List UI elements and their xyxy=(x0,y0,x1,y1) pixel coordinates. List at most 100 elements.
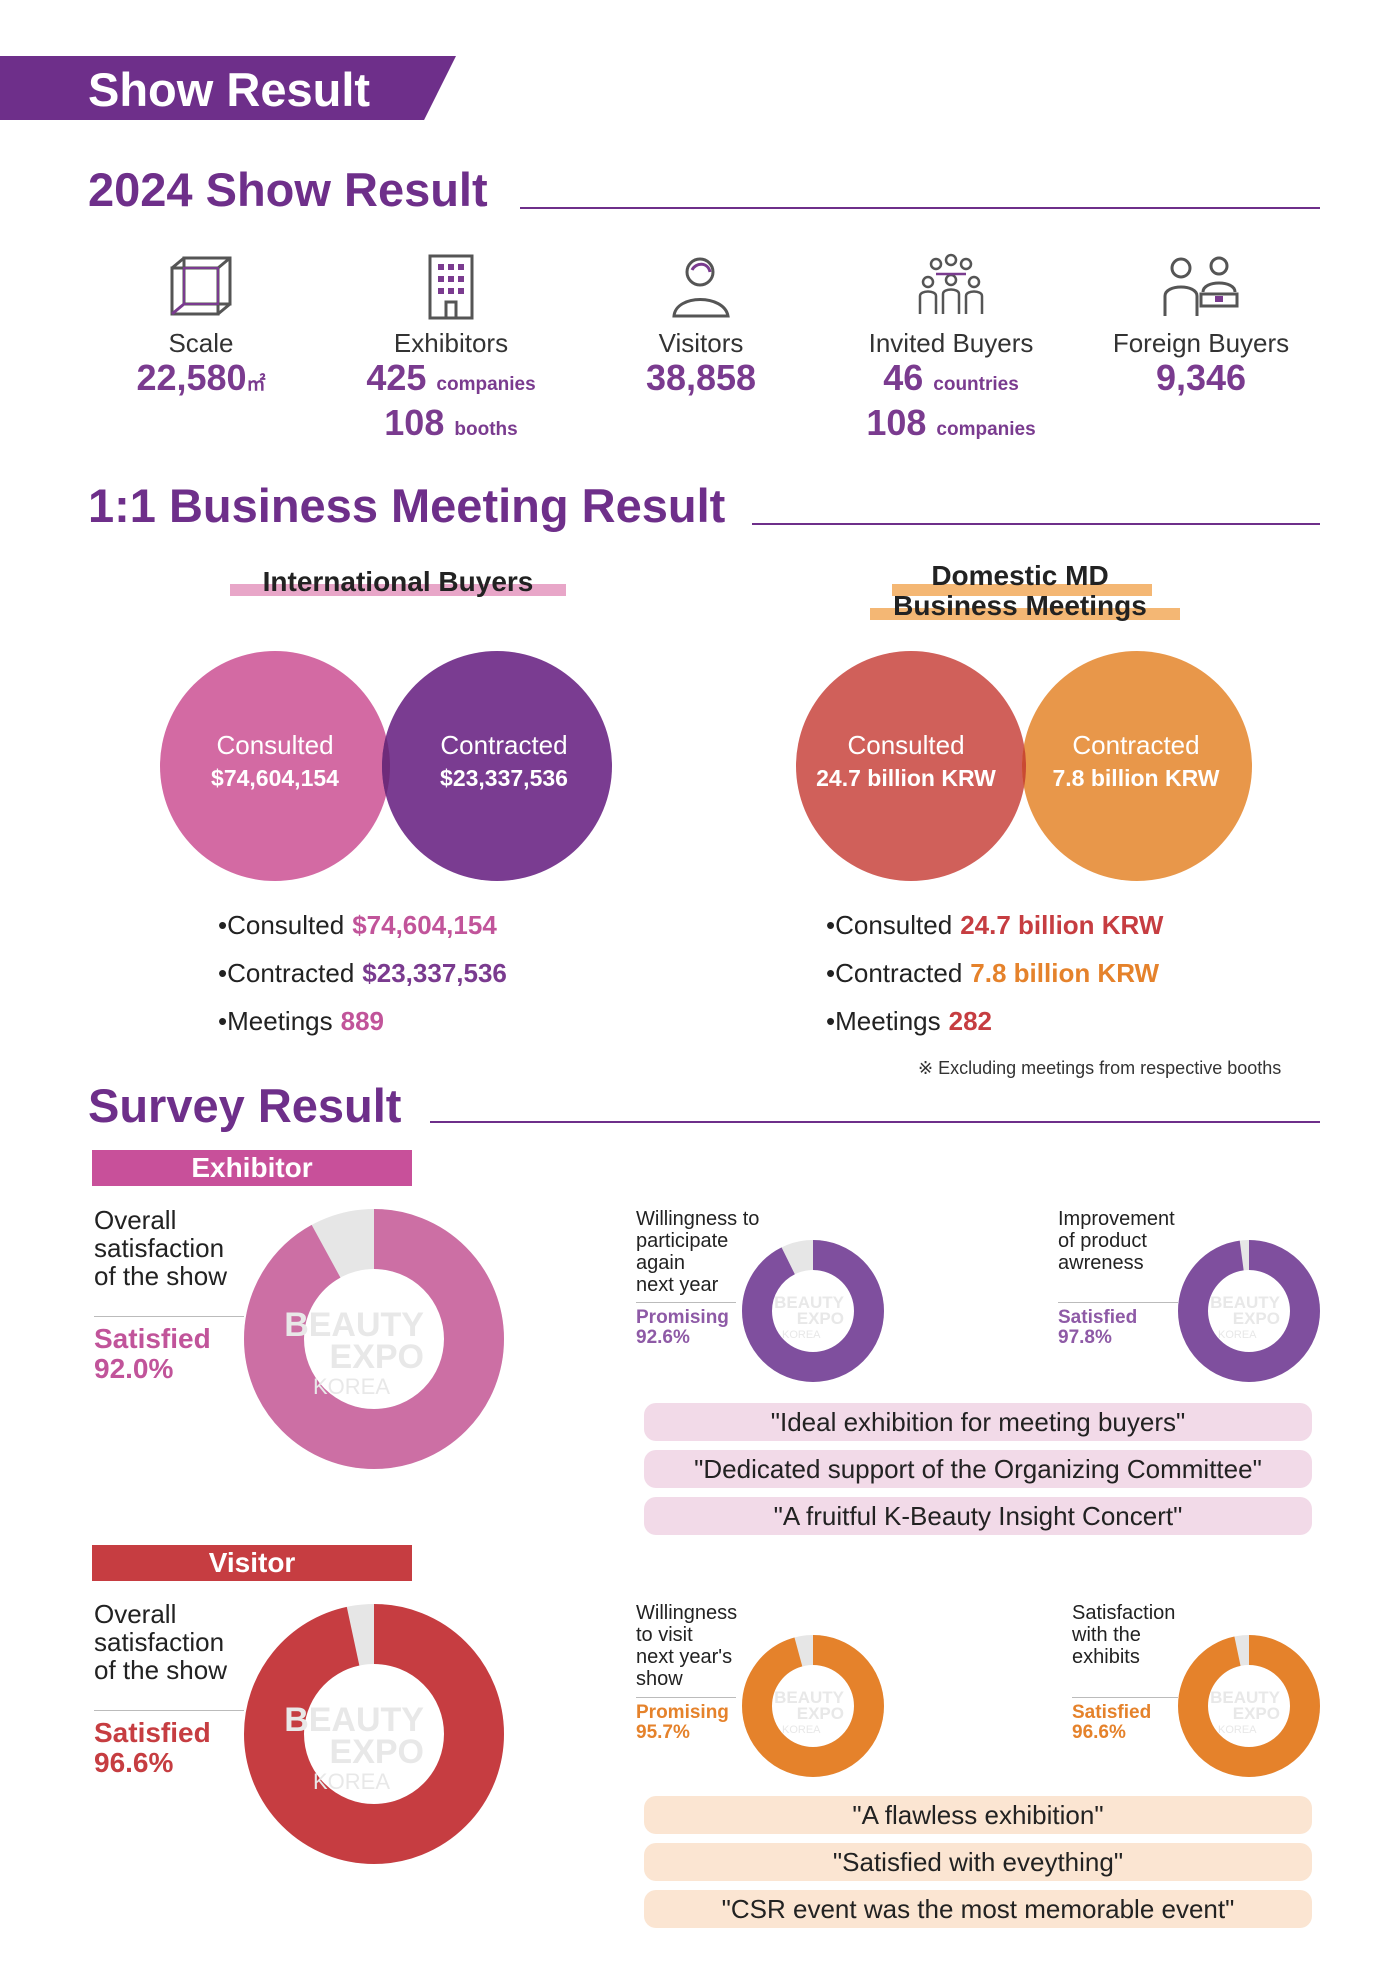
divider xyxy=(94,1316,244,1317)
section-divider xyxy=(520,207,1320,209)
exhibitor-main-donut: BEAUTY EXPO KOREA xyxy=(244,1209,504,1469)
section-title-meeting: 1:1 Business Meeting Result xyxy=(88,479,726,532)
visitor-icon xyxy=(672,257,730,318)
watermark-logo: EXPO xyxy=(797,1704,844,1723)
watermark-logo: KOREA xyxy=(782,1329,821,1341)
watermark-logo: EXPO xyxy=(330,1338,424,1376)
venn-contracted-circle xyxy=(1022,651,1252,881)
exhibitor-quote-2: "Dedicated support of the Organizing Com… xyxy=(644,1450,1312,1488)
exhibitor-tag: Exhibitor xyxy=(92,1150,412,1186)
visitor-q2-donut: BEAUTY EXPO KOREA xyxy=(742,1635,884,1777)
visitor-quote-1: "A flawless exhibition" xyxy=(644,1796,1312,1834)
stat-label: Visitors xyxy=(658,328,744,358)
cube-icon xyxy=(170,256,232,316)
watermark-logo: BEAUTY xyxy=(774,1688,845,1707)
stat-foreign-buyers: Foreign Buyers 9,346 xyxy=(1076,252,1326,397)
stat-invited-buyers: Invited Buyers 46 countries 108 companie… xyxy=(826,252,1076,449)
watermark-logo: KOREA xyxy=(1218,1724,1257,1736)
visitor-q3: Satisfaction with the exhibits xyxy=(1072,1602,1176,1668)
visitor-tag: Visitor xyxy=(92,1545,412,1581)
stat-label: Invited Buyers xyxy=(868,328,1034,358)
exhibitor-q3-result: Satisfied 97.8% xyxy=(1058,1307,1138,1348)
exhibitor-quote-1: "Ideal exhibition for meeting buyers" xyxy=(644,1403,1312,1441)
watermark-logo: KOREA xyxy=(1218,1329,1257,1341)
domestic-venn-diagram xyxy=(796,651,1252,881)
watermark-logo: EXPO xyxy=(330,1733,424,1771)
divider xyxy=(94,1710,244,1711)
stat-value: 46 countries xyxy=(883,357,1019,398)
title-highlight xyxy=(870,608,1180,620)
exhibitor-main-result: Satisfied 92.0% xyxy=(94,1323,211,1384)
visitor-quote-2: "Satisfied with eveything" xyxy=(644,1843,1312,1881)
venn-consulted-circle xyxy=(796,651,1026,881)
exhibitor-q3: Improvement of product awreness xyxy=(1058,1208,1175,1274)
stat-value: 9,346 xyxy=(1155,357,1247,398)
visitor-q2: Willingness to visit next year's show xyxy=(636,1602,738,1690)
buyer-desk-icon xyxy=(1163,256,1239,316)
domestic-title-2: Business Meetings xyxy=(893,590,1147,621)
watermark-logo: EXPO xyxy=(797,1309,844,1328)
stat-value: 22,580㎡ xyxy=(136,357,266,398)
section-divider xyxy=(752,523,1320,525)
stat-value: 38,858 xyxy=(645,357,757,398)
stat-exhibitors: Exhibitors 425 companies 108 booths xyxy=(326,252,576,449)
watermark-logo: BEAUTY xyxy=(1210,1293,1281,1312)
exhibitor-quote-3: "A fruitful K-Beauty Insight Concert" xyxy=(644,1497,1312,1535)
watermark-logo: BEAUTY xyxy=(774,1293,845,1312)
venn-consulted-circle xyxy=(160,651,390,881)
building-icon xyxy=(428,254,474,320)
stat-label: Exhibitors xyxy=(393,328,509,358)
visitor-main-donut: BEAUTY EXPO KOREA xyxy=(244,1604,504,1864)
visitor-q2-result: Promising 95.7% xyxy=(636,1702,729,1743)
venn-consulted-text: Consulted $74,604,154 xyxy=(211,730,339,791)
divider xyxy=(1072,1697,1178,1698)
intl-venn-diagram xyxy=(160,651,612,881)
show-result-banner: Show Result xyxy=(0,56,456,120)
venn-contracted-text: Contracted $23,337,536 xyxy=(440,730,568,791)
visitor-q3-result: Satisfied 96.6% xyxy=(1072,1702,1152,1743)
stat-label: Scale xyxy=(168,328,234,358)
section-title-survey: Survey Result xyxy=(88,1079,402,1132)
exhibitor-q2-donut: BEAUTY EXPO KOREA xyxy=(742,1240,884,1382)
intl-buyers-title: International Buyers xyxy=(262,566,534,597)
stat-value-2: 108 companies xyxy=(866,402,1036,443)
divider xyxy=(636,1697,736,1698)
section-title-show: 2024 Show Result xyxy=(88,163,488,216)
exhibitor-q2: Willingness to participate again next year xyxy=(636,1208,760,1296)
domestic-bullet-consulted: •Consulted 24.7 billion KRW xyxy=(826,910,1164,940)
exhibitor-q3-donut: BEAUTY EXPO KOREA xyxy=(1178,1240,1320,1382)
watermark-logo: BEAUTY xyxy=(284,1701,424,1739)
stat-value: 425 companies xyxy=(366,357,536,398)
domestic-title-1: Domestic MD xyxy=(931,560,1109,591)
intl-bullet-consulted: •Consulted $74,604,154 xyxy=(218,910,497,940)
title-highlight xyxy=(892,584,1152,596)
banner-title: Show Result xyxy=(88,63,371,116)
divider xyxy=(1058,1302,1178,1303)
watermark-logo: KOREA xyxy=(313,1769,390,1794)
exhibitor-q2-result: Promising 92.6% xyxy=(636,1307,729,1348)
venn-consulted-text: Consulted 24.7 billion KRW xyxy=(816,730,996,791)
visitor-main-result: Satisfied 96.6% xyxy=(94,1717,211,1778)
watermark-logo: KOREA xyxy=(313,1374,390,1399)
watermark-logo: EXPO xyxy=(1233,1704,1280,1723)
visitor-quote-3: "CSR event was the most memorable event" xyxy=(644,1890,1312,1928)
visitor-main-question: Overall satisfaction of the show xyxy=(94,1599,227,1685)
footnote: ※ Excluding meetings from respective boo… xyxy=(918,1058,1282,1078)
watermark-logo: BEAUTY xyxy=(1210,1688,1281,1707)
divider xyxy=(636,1302,736,1303)
venn-contracted-text: Contracted 7.8 billion KRW xyxy=(1052,730,1220,791)
venn-contracted-circle xyxy=(382,651,612,881)
title-highlight xyxy=(230,584,566,596)
visitor-q3-donut: BEAUTY EXPO KOREA xyxy=(1178,1635,1320,1777)
domestic-bullet-contracted: •Contracted 7.8 billion KRW xyxy=(826,958,1160,988)
stat-label: Foreign Buyers xyxy=(1112,328,1290,358)
watermark-logo: BEAUTY xyxy=(284,1306,424,1344)
stat-value-2: 108 booths xyxy=(384,402,518,443)
intl-bullet-meetings: •Meetings 889 xyxy=(218,1006,384,1036)
section-divider xyxy=(430,1121,1320,1123)
watermark-logo: KOREA xyxy=(782,1724,821,1736)
intl-bullet-contracted: •Contracted $23,337,536 xyxy=(218,958,507,988)
group-icon xyxy=(918,253,984,314)
stat-visitors: Visitors 38,858 xyxy=(576,252,826,397)
stat-scale: Scale 22,580㎡ xyxy=(76,252,326,404)
